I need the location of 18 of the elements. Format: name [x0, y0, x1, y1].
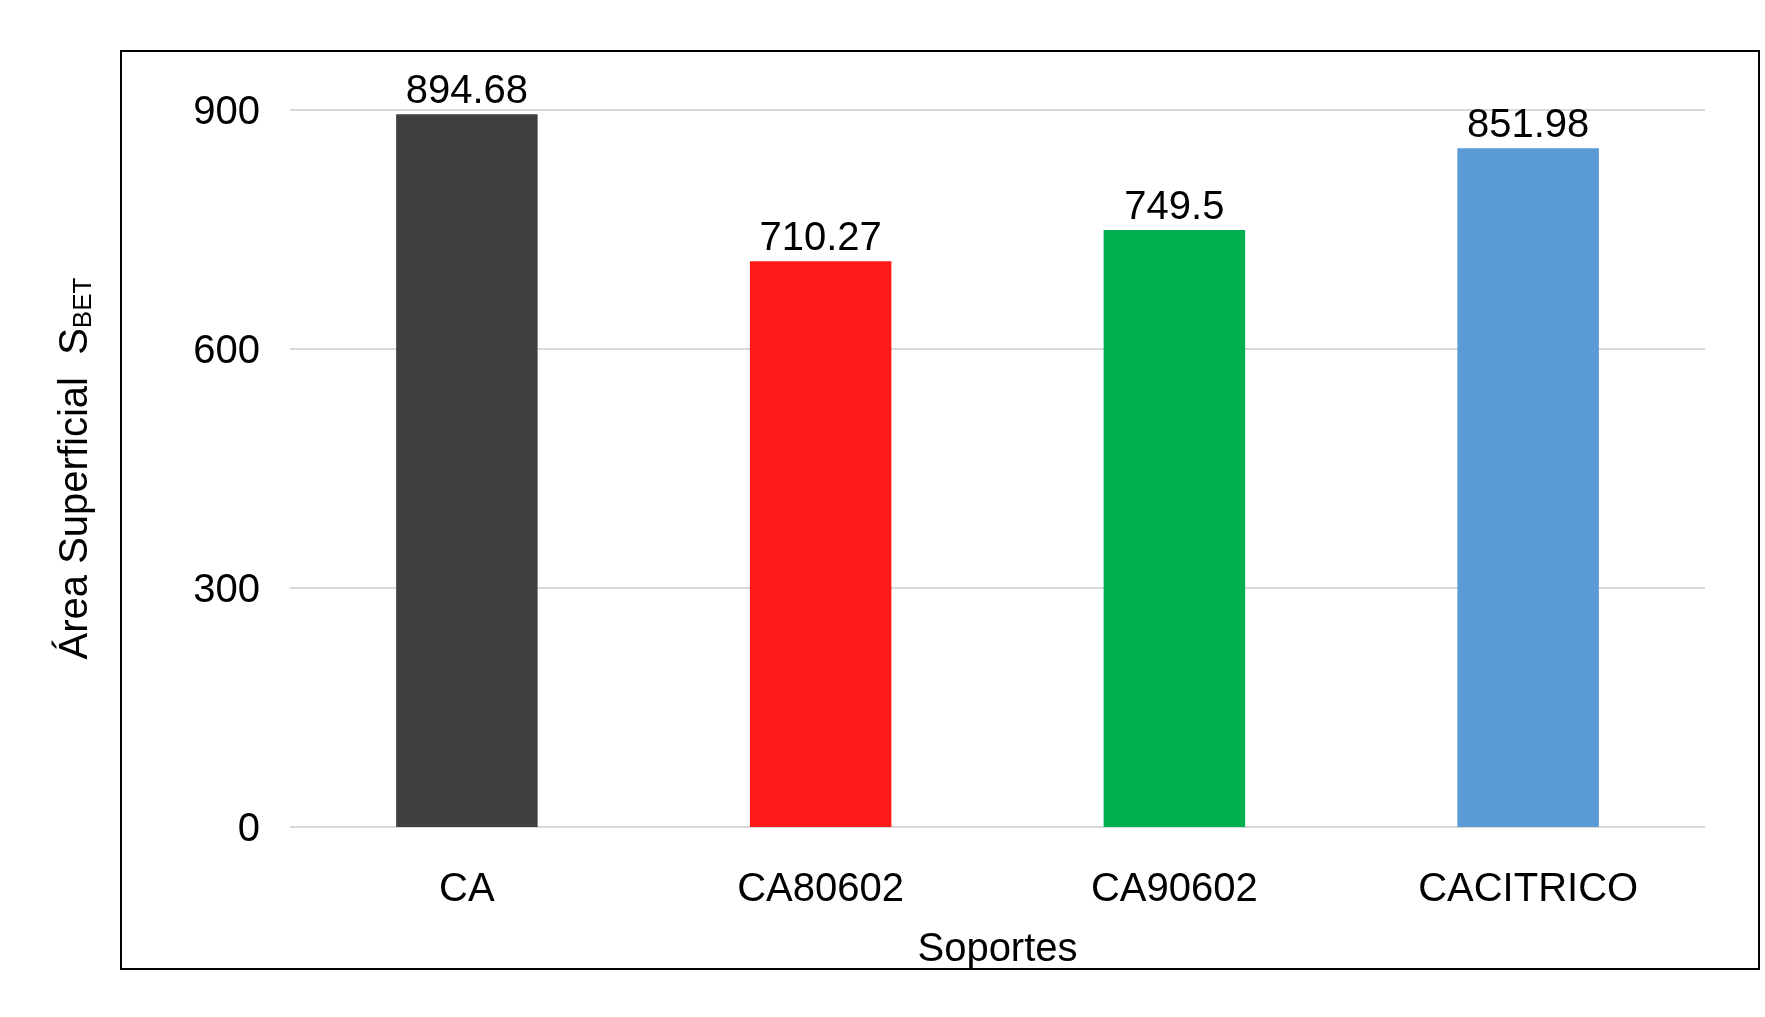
bar — [749, 261, 892, 827]
data-label: 851.98 — [1466, 101, 1590, 146]
y-tick-label: 0 — [237, 805, 260, 849]
y-tick-label: 300 — [193, 566, 260, 610]
y-tick-label: 900 — [193, 88, 260, 132]
bar — [1103, 229, 1246, 827]
y-tick-label: 600 — [193, 327, 260, 371]
x-axis-title: Soportes — [917, 925, 1078, 969]
x-tick-label: CA90602 — [1090, 865, 1258, 909]
x-tick-label: CA80602 — [737, 865, 905, 909]
x-tick-label: CACITRICO — [1418, 865, 1639, 909]
data-label: 894.68 — [405, 67, 529, 112]
y-axis-title: Área Superficial SBET — [51, 277, 97, 660]
bar — [1457, 148, 1599, 827]
bar — [396, 114, 538, 827]
data-label: 749.5 — [1124, 182, 1225, 227]
x-tick-label: CA — [439, 865, 495, 909]
data-label: 710.27 — [759, 214, 882, 259]
